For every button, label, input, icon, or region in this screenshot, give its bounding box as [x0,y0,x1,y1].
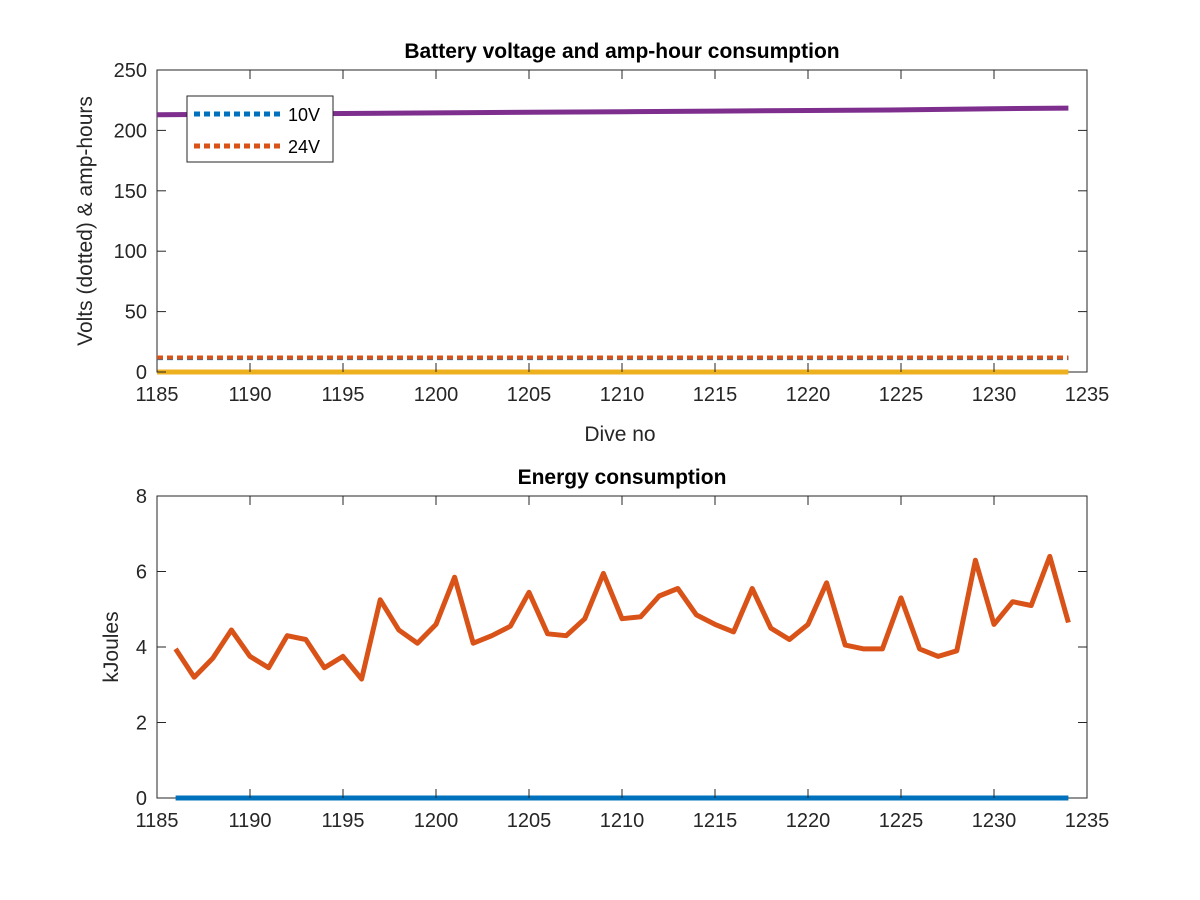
energy-x-tick-label: 1235 [1065,810,1110,832]
energy-x-ticks: 1185 1190 1195 1200 1205 1210 1215 1220 1225 1230… [135,496,1109,832]
energy-y-tick-label: 6 [136,562,147,584]
energy-y-tick-label: 4 [136,637,147,659]
voltage-chart-title: Battery voltage and amp-hour consumption [404,40,839,63]
energy-x-tick-label: 1225 [879,810,924,832]
voltage-x-tick-label: 1195 [321,384,364,406]
energy-x-tick-label: 1195 [321,810,364,832]
voltage-x-tick-label: 1210 [600,384,645,406]
voltage-y-tick-label: 0 [136,362,147,384]
energy-x-tick-label: 1190 [228,810,271,832]
energy-x-tick-label: 1200 [414,810,459,832]
voltage-subplot: 1185 1190 1195 1200 1205 1210 1215 1220 1225 1230… [74,40,1109,446]
voltage-x-tick-label: 1185 [135,384,178,406]
voltage-x-axis-label: Dive no [584,423,655,446]
energy-x-tick-label: 1215 [693,810,738,832]
energy-y-ticks: 0 2 4 6 8 [136,486,1087,810]
energy-chart-title: Energy consumption [518,466,727,489]
voltage-y-tick-label: 50 [125,302,147,324]
energy-y-tick-label: 8 [136,486,147,508]
voltage-y-ticks: 0 50 100 150 200 250 [114,60,1087,384]
legend-label-10v: 10V [288,105,320,125]
voltage-x-tick-label: 1230 [972,384,1017,406]
energy-series-line-0 [173,553,1071,682]
voltage-x-tick-label: 1205 [507,384,552,406]
voltage-x-ticks: 1185 1190 1195 1200 1205 1210 1215 1220 1225 1230… [135,70,1109,406]
legend-label-24v: 24V [288,137,320,157]
energy-subplot: 1185 1190 1195 1200 1205 1210 1215 1220 1225 1230… [100,466,1109,832]
voltage-y-tick-label: 200 [114,120,147,142]
energy-axes-box [156,495,1088,799]
voltage-x-tick-label: 1235 [1065,384,1110,406]
voltage-x-tick-label: 1200 [414,384,459,406]
voltage-x-tick-label: 1215 [693,384,738,406]
voltage-x-tick-label: 1225 [879,384,924,406]
legend-box [186,95,334,163]
voltage-x-tick-label: 1220 [786,384,831,406]
energy-x-tick-label: 1210 [600,810,645,832]
voltage-y-tick-label: 150 [114,181,147,203]
legend: 10V 24V [186,95,334,163]
energy-x-tick-label: 1205 [507,810,552,832]
energy-x-tick-label: 1185 [135,810,178,832]
energy-x-tick-label: 1230 [972,810,1017,832]
energy-y-tick-label: 0 [136,788,147,810]
voltage-y-tick-label: 100 [114,241,147,263]
voltage-y-axis-label: Volts (dotted) & amp-hours [74,96,97,346]
voltage-x-tick-label: 1190 [228,384,271,406]
voltage-y-tick-label: 250 [114,60,147,82]
energy-y-axis-label: kJoules [100,611,123,682]
energy-x-tick-label: 1220 [786,810,831,832]
energy-y-tick-label: 2 [136,713,147,735]
